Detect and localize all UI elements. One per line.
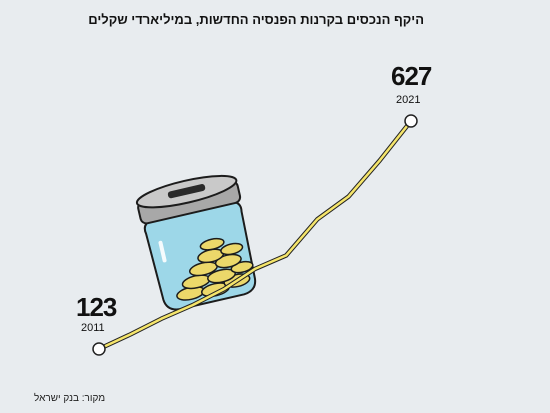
last-year-label: 2021 [396, 94, 421, 106]
first-value-label: 123 [76, 292, 117, 322]
start-point-marker [92, 342, 106, 356]
end-point-marker [404, 114, 418, 128]
series-line [98, 120, 412, 351]
coin-jar-icon [135, 174, 257, 311]
source-note: מקור: בנק ישראל [34, 393, 106, 404]
chart-title: היקף הנכסים בקרנות הפנסיה החדשות, במיליא… [88, 12, 424, 27]
first-year-label: 2011 [81, 322, 105, 334]
last-value-label: 627 [391, 61, 432, 91]
